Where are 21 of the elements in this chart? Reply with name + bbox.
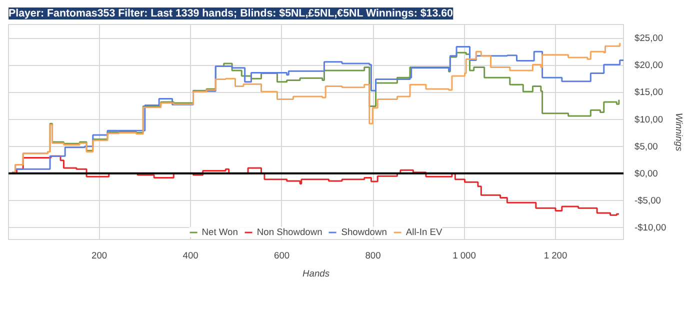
x-tick-label: 1 200 bbox=[544, 250, 568, 260]
y-tick-label: -$10,00 bbox=[634, 222, 666, 233]
x-tick-label: 1 000 bbox=[452, 250, 476, 260]
y-axis-title: Winnings bbox=[674, 112, 684, 152]
legend-label: All-In EV bbox=[406, 227, 442, 237]
x-tick-label: 400 bbox=[182, 250, 198, 260]
y-tick-label: $25,00 bbox=[634, 33, 664, 44]
y-tick-label: $0,00 bbox=[634, 168, 658, 178]
y-tick-label: $5,00 bbox=[634, 141, 658, 152]
y-tick-label: $15,00 bbox=[634, 87, 664, 98]
y-tick-label: $10,00 bbox=[634, 114, 664, 124]
legend-label: Showdown bbox=[341, 227, 387, 237]
x-tick-label: 800 bbox=[365, 250, 381, 260]
legend-label: Net Won bbox=[202, 227, 238, 237]
y-tick-label: $20,00 bbox=[634, 60, 664, 70]
legend-label: Non Showdown bbox=[256, 227, 322, 237]
x-tick-label: 200 bbox=[92, 250, 108, 260]
x-axis-title: Hands bbox=[302, 268, 330, 278]
x-tick-label: 600 bbox=[274, 250, 290, 260]
y-tick-label: -$5,00 bbox=[634, 196, 661, 206]
chart-title: Player: Fantomas353 Filter: Last 1339 hands; Blinds: $5NL,£5NL,€5NL Winnings: $13.60 bbox=[8, 8, 454, 20]
